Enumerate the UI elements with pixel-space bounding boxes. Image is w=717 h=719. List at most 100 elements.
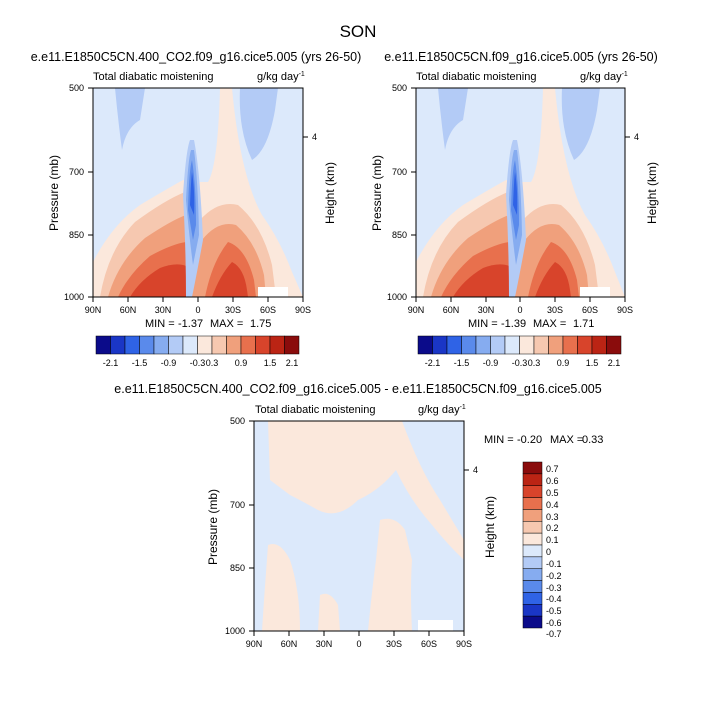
y-tick-label: 700	[69, 167, 84, 177]
colorbar-swatch	[182, 335, 198, 355]
x-tick-label: 30S	[225, 305, 241, 315]
y-ticks: 500 700 850 1000	[387, 83, 416, 302]
x-tick-label: 30N	[478, 305, 495, 315]
colorbar-swatch	[124, 335, 140, 355]
x-ticks: 90N 60N 30N 0 30S 60S 90S	[85, 297, 311, 315]
max-label: MAX =	[550, 434, 583, 446]
field-label: Total diabatic moistening	[416, 71, 536, 83]
colorbar-label: -0.6	[546, 618, 562, 628]
panel-title: e.e11.E1850C5CN.f09_g16.cice5.005 (yrs 2…	[384, 50, 658, 64]
colorbar-label: 0.5	[546, 488, 559, 498]
y2-axis-label: Height (km)	[323, 162, 337, 224]
negative-core-region	[513, 172, 518, 215]
negative-shade-region	[318, 558, 342, 590]
colorbar-swatch	[522, 532, 543, 546]
colorbar-swatch	[139, 335, 155, 355]
x-tick-label: 60N	[443, 305, 460, 315]
x-tick-label: 60S	[421, 639, 437, 649]
colorbar-label: -1.5	[132, 358, 148, 368]
colorbar-swatch	[197, 335, 213, 355]
colorbar-label: 0.7	[546, 464, 559, 474]
colorbar-swatch	[522, 604, 543, 617]
x-tick-label: 90S	[617, 305, 633, 315]
y-tick-label: 500	[392, 83, 407, 93]
colorbar-swatch	[533, 335, 549, 355]
positive-shade-region	[268, 421, 464, 560]
y2-ticks: 4	[625, 132, 639, 142]
colorbar-swatch	[504, 335, 520, 355]
positive-shade-region	[368, 518, 412, 631]
colorbar-label: -0.1	[546, 559, 562, 569]
units-label: g/kg day-1	[580, 71, 628, 83]
y-tick-label: 500	[230, 416, 245, 426]
y-ticks: 500 700 850 1000	[64, 83, 93, 302]
min-label: MIN =	[145, 318, 175, 330]
missing-data-patch	[258, 287, 288, 297]
colorbar: 0.7 0.6 0.5 0.4 0.3 0.2 0.1 0 -0.1 -0.2 …	[522, 461, 562, 639]
colorbar-label: -0.3	[546, 583, 562, 593]
colorbar-label: 0.4	[546, 500, 559, 510]
x-tick-label: 0	[517, 305, 522, 315]
colorbar-swatch	[522, 485, 543, 498]
colorbar-swatches	[522, 461, 543, 629]
colorbar-swatch	[284, 335, 300, 355]
max-value: 1.71	[573, 318, 594, 330]
colorbar-swatch	[240, 335, 256, 355]
x-tick-label: 0	[356, 639, 361, 649]
x-tick-label: 90N	[408, 305, 425, 315]
colorbar-label: -0.3	[190, 358, 206, 368]
colorbar-swatch	[226, 335, 242, 355]
y-axis-label: Pressure (mb)	[47, 155, 61, 231]
negative-shade-region	[561, 88, 600, 160]
field-label: Total diabatic moistening	[93, 71, 213, 83]
colorbar-swatch	[95, 335, 111, 355]
y-tick-label: 700	[392, 167, 407, 177]
colorbar-swatch	[522, 615, 543, 629]
colorbar-label: 0.3	[206, 358, 219, 368]
colorbar-swatch	[522, 509, 543, 522]
contour-field	[415, 87, 626, 298]
colorbar-swatches	[417, 335, 622, 355]
y-ticks: 500 700 850 1000	[225, 416, 254, 636]
colorbar-label: -0.2	[546, 571, 562, 581]
max-value: 0.33	[582, 434, 603, 446]
y2-ticks: 4	[303, 132, 317, 142]
y-tick-label: 700	[230, 500, 245, 510]
min-value: -0.20	[517, 434, 542, 446]
colorbar-swatch	[417, 335, 433, 355]
x-tick-label: 30S	[386, 639, 402, 649]
colorbar-swatch	[606, 335, 622, 355]
colorbar-label: 0.3	[546, 512, 559, 522]
colorbar-label: 0	[546, 547, 551, 557]
colorbar-swatch	[490, 335, 506, 355]
positive-shade-region	[262, 544, 300, 631]
contour-field	[92, 87, 304, 298]
stats-line: MIN = -0.20 MAX = 0.33	[484, 434, 603, 446]
x-tick-label: 60N	[120, 305, 137, 315]
field-label: Total diabatic moistening	[255, 404, 375, 416]
season-title: SON	[340, 22, 377, 41]
x-tick-label: 30S	[547, 305, 563, 315]
panel-title: e.e11.E1850C5CN.400_CO2.f09_g16.cice5.00…	[114, 382, 601, 396]
colorbar-label: -0.5	[546, 606, 562, 616]
x-tick-label: 60S	[260, 305, 276, 315]
y2-axis-label: Height (km)	[483, 496, 497, 558]
colorbar-swatch	[519, 335, 535, 355]
colorbar-label: -0.3	[512, 358, 528, 368]
units-label: g/kg day-1	[418, 404, 466, 416]
colorbar-label: 0.9	[235, 358, 248, 368]
colorbar-swatch	[522, 544, 543, 558]
positive-shade-region	[212, 262, 248, 297]
max-label: MAX =	[533, 318, 566, 330]
x-tick-label: 60S	[582, 305, 598, 315]
colorbar-label: -0.4	[546, 594, 562, 604]
colorbar-swatch	[522, 497, 543, 510]
y-tick-label: 850	[392, 230, 407, 240]
colorbar-label: -0.7	[546, 629, 562, 639]
colorbar: -2.1 -1.5 -0.9 -0.3 0.3 0.9 1.5 2.1	[417, 335, 622, 368]
stats-line: MIN = -1.37 MAX = 1.75	[145, 318, 271, 330]
negative-shade-region	[115, 88, 145, 150]
panel-title: e.e11.E1850C5CN.400_CO2.f09_g16.cice5.00…	[31, 50, 362, 64]
y2-axis-label: Height (km)	[645, 162, 659, 224]
colorbar-label: -1.5	[454, 358, 470, 368]
